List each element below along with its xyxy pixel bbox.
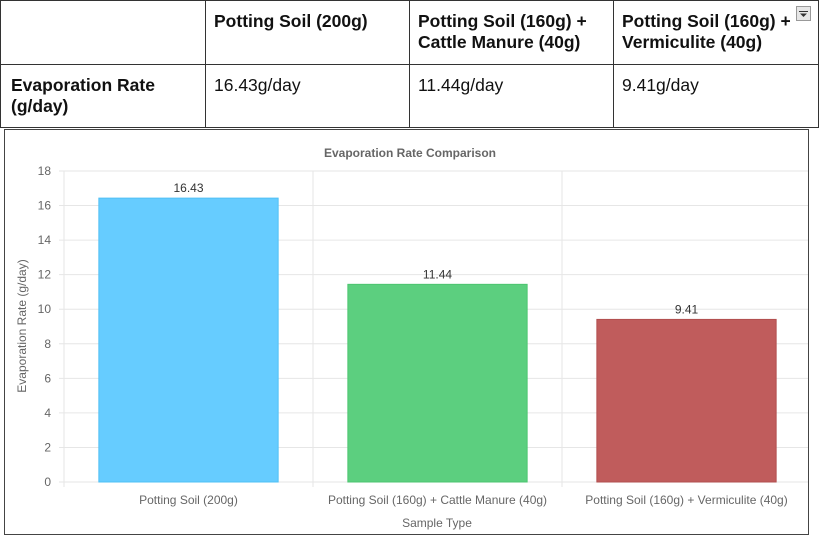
y-axis-title: Evaporation Rate (g/day) [15, 259, 29, 392]
y-tick-label: 12 [38, 268, 52, 282]
table-row-header-cell[interactable]: Evaporation Rate (g/day) [0, 63, 206, 128]
header-cattle-manure: Potting Soil (160g) + Cattle Manure (40g… [418, 11, 587, 52]
table-row: Evaporation Rate (g/day) 16.43g/day 11.4… [0, 63, 819, 128]
x-tick-label: Potting Soil (160g) + Vermiculite (40g) [585, 493, 787, 507]
bar-value-label: 11.44 [423, 267, 452, 281]
bar-chart: 0 2 4 6 8 10 12 14 16 18 16.43 Potting Soil (200g) 1… [15, 146, 808, 530]
data-table: Potting Soil (200g) Potting Soil (160g) … [0, 0, 819, 128]
header-vermiculite: Potting Soil (160g) + Vermiculite (40g) [622, 11, 791, 52]
chevron-down-icon [799, 10, 808, 17]
x-tick-label: Potting Soil (200g) [139, 493, 238, 507]
x-axis-title: Sample Type [402, 516, 472, 530]
y-tick-label: 10 [38, 302, 52, 316]
bar-value-label: 16.43 [173, 181, 203, 195]
row-label-evaporation-rate: Evaporation Rate (g/day) [11, 74, 155, 116]
y-tick-label: 2 [44, 440, 51, 454]
table-header-cell[interactable]: Potting Soil (160g) + Vermiculite (40g) [613, 0, 819, 65]
y-tick-label: 14 [38, 233, 52, 247]
y-tick-label: 6 [44, 371, 51, 385]
table-header-cell[interactable]: Potting Soil (200g) [205, 0, 410, 65]
bar [347, 283, 528, 483]
y-tick-label: 18 [38, 164, 52, 178]
header-potting-soil: Potting Soil (200g) [214, 11, 368, 31]
bar [98, 197, 279, 483]
y-tick-label: 0 [44, 475, 51, 489]
table-header-row: Potting Soil (200g) Potting Soil (160g) … [0, 0, 819, 65]
y-tick-label: 16 [38, 199, 52, 213]
table-cell[interactable]: 11.44g/day [409, 63, 614, 128]
y-tick-label: 8 [44, 337, 51, 351]
dropdown-arrow-icon[interactable] [796, 6, 811, 21]
bar-value-label: 9.41 [675, 302, 699, 316]
table-cell[interactable]: 9.41g/day [613, 63, 819, 128]
x-tick-label: Potting Soil (160g) + Cattle Manure (40g… [328, 493, 547, 507]
table-corner-cell[interactable] [0, 0, 206, 65]
bar [596, 318, 777, 483]
table-header-cell[interactable]: Potting Soil (160g) + Cattle Manure (40g… [409, 0, 614, 65]
chart-container: 0 2 4 6 8 10 12 14 16 18 16.43 Potting Soil (200g) 1… [4, 129, 809, 535]
chart-title: Evaporation Rate Comparison [324, 146, 496, 160]
y-tick-label: 4 [44, 406, 51, 420]
table-cell[interactable]: 16.43g/day [205, 63, 410, 128]
